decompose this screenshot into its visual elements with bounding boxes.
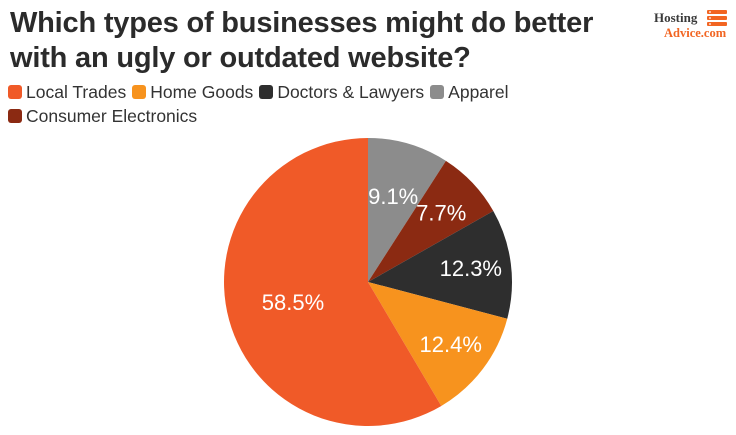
- pie-slices: [224, 138, 513, 426]
- legend-item-local-trades: Local Trades: [8, 82, 126, 103]
- legend-row: Local Trades Home Goods Doctors & Lawyer…: [8, 80, 568, 104]
- logo-text-hosting: Hosting: [654, 10, 698, 25]
- legend-item-home-goods: Home Goods: [132, 82, 253, 103]
- pie-slice-home-goods: [368, 282, 508, 406]
- legend-item-consumer-electronics: Consumer Electronics: [8, 106, 197, 127]
- legend-item-apparel: Apparel: [430, 81, 509, 103]
- pie-slice-apparel: [368, 138, 446, 282]
- data-label-consumer-electronics: 7.7%: [416, 200, 466, 225]
- legend-swatch-consumer-electronics: [8, 109, 22, 123]
- legend-label-doctors-lawyers: Doctors & Lawyers: [277, 81, 425, 102]
- legend-label-apparel: Apparel: [448, 81, 509, 102]
- server-stack-icon: [707, 10, 727, 26]
- legend-label-local-trades: Local Trades: [26, 81, 127, 102]
- pie-labels: 9.1%7.7% 12.3% 12.4% 58.5%: [262, 184, 502, 357]
- data-label-home-goods: 12.4%: [420, 332, 482, 357]
- data-label-apparel: 9.1%: [368, 184, 418, 209]
- logo-text-advice: Advice.com: [664, 26, 727, 40]
- data-label-local-trades: 58.5%: [262, 290, 324, 315]
- legend-swatch-doctors-lawyers: [259, 85, 274, 99]
- legend-label-consumer-electronics: Consumer Electronics: [26, 105, 198, 126]
- legend-row: Consumer Electronics: [8, 104, 568, 128]
- data-label-doctors-lawyers: 12.3%: [440, 256, 502, 281]
- legend-swatch-apparel: [430, 85, 445, 99]
- chart-title: Which types of businesses might do bette…: [10, 7, 594, 74]
- pie-slice-local-trades: [224, 138, 442, 426]
- chart-legend: Local Trades Home Goods Doctors & Lawyer…: [8, 80, 568, 128]
- legend-swatch-home-goods: [132, 85, 147, 99]
- pie-slice-doctors-lawyers: [368, 211, 513, 319]
- legend-swatch-local-trades: [8, 85, 22, 99]
- pie-slice-consumer-electronics: [368, 160, 494, 282]
- legend-item-doctors-lawyers: Doctors & Lawyers: [259, 82, 424, 103]
- hostingadvice-logo: Hosting Advice.com: [652, 9, 732, 43]
- legend-label-home-goods: Home Goods: [150, 81, 254, 102]
